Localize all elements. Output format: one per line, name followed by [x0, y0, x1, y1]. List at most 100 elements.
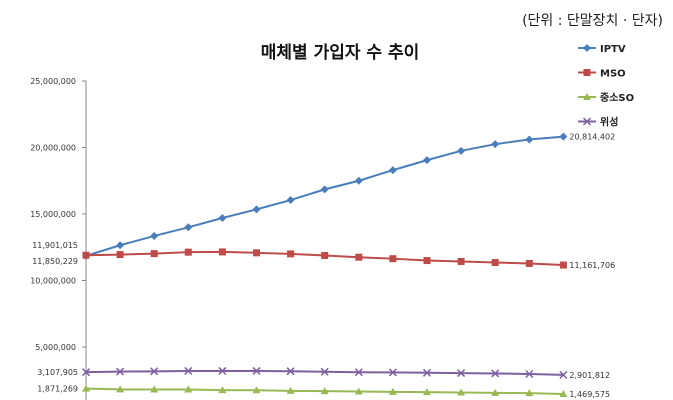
data-point-stroke	[422, 368, 432, 377]
legend-marker	[583, 93, 591, 100]
data-point	[218, 248, 226, 256]
data-point	[150, 367, 159, 376]
data-point	[423, 156, 431, 165]
data-point	[559, 389, 568, 397]
data-point	[354, 387, 363, 395]
y-tick-label: 20,000,000	[30, 144, 76, 153]
data-point	[218, 366, 227, 375]
data-point	[321, 251, 329, 259]
data-point-stroke	[320, 367, 329, 376]
y-tick-label: 15,000,000	[30, 210, 76, 219]
data-point-stroke	[559, 370, 568, 379]
data-point	[150, 385, 159, 393]
data-point	[320, 367, 329, 376]
data-point	[82, 251, 90, 259]
legend-label: IPTV	[600, 44, 626, 55]
data-point	[559, 370, 568, 379]
data-label: 1,871,269	[37, 385, 78, 394]
legend-item-1: MSO	[578, 69, 626, 80]
chart-title: 매체별 가입자 수 추이	[261, 43, 420, 63]
data-point	[150, 231, 159, 240]
data-point	[491, 369, 500, 378]
data-point	[457, 146, 466, 155]
y-tick-label: 10,000,000	[30, 277, 76, 286]
data-point-stroke	[354, 368, 363, 377]
data-point	[320, 387, 329, 395]
data-point	[252, 205, 261, 214]
data-point	[355, 253, 363, 261]
data-point	[184, 248, 192, 256]
data-point	[525, 389, 534, 397]
data-point	[388, 387, 397, 395]
data-point	[218, 213, 227, 222]
data-point	[116, 385, 125, 393]
y-tick-label: 25,000,000	[30, 77, 76, 86]
data-point	[388, 368, 397, 377]
data-point-stroke	[388, 368, 397, 377]
data-point	[525, 369, 534, 379]
data-point	[286, 367, 295, 376]
data-point	[116, 241, 125, 250]
data-point	[354, 368, 363, 377]
legend-item-0: IPTV	[578, 44, 626, 55]
data-point	[525, 135, 534, 144]
y-tick-label: 5,000,000	[35, 343, 76, 352]
data-point-stroke	[252, 366, 261, 375]
data-point	[253, 249, 260, 257]
data-point	[252, 366, 261, 375]
legend-marker	[583, 44, 591, 52]
data-point-stroke	[218, 366, 227, 375]
legend-item-2: 중소SO	[578, 92, 634, 104]
data-label: 2,901,812	[569, 371, 610, 380]
data-point	[559, 132, 568, 141]
data-point-stroke	[457, 369, 466, 378]
data-point	[525, 259, 533, 267]
data-point	[287, 250, 295, 258]
data-point	[184, 385, 193, 393]
series-layer: 11,850,229 20,814,402 11,901,015 11,161,706…	[32, 132, 615, 399]
legend-marker	[583, 69, 591, 76]
series-line-0	[85, 135, 564, 257]
legend: IPTV MSO 중소SO 위성	[578, 44, 634, 129]
data-point-stroke	[184, 366, 193, 375]
data-point	[389, 255, 397, 263]
data-point	[422, 368, 432, 377]
data-point	[457, 369, 466, 378]
unit-note: (단위 : 단말장치 · 단자)	[522, 13, 663, 29]
legend-item-3: 위성	[578, 116, 618, 129]
data-point	[457, 388, 466, 396]
data-point	[559, 261, 567, 269]
data-point	[184, 366, 193, 375]
data-point	[218, 386, 227, 394]
legend-label: 위성	[600, 116, 618, 129]
axes: 25,000,000 20,000,000 15,000,000 10,000,000…	[30, 77, 87, 400]
legend-label: 중소SO	[600, 92, 634, 104]
data-point	[491, 140, 500, 149]
data-point-stroke	[81, 368, 91, 377]
data-point	[81, 368, 91, 377]
data-point	[252, 386, 261, 394]
data-label: 20,814,402	[569, 133, 615, 142]
data-point	[423, 388, 431, 396]
data-point	[320, 185, 329, 194]
data-point	[82, 384, 90, 392]
data-point	[491, 259, 499, 267]
data-point	[388, 166, 397, 175]
data-point	[286, 386, 295, 394]
data-label: 1,469,575	[569, 390, 610, 399]
data-label: 3,107,905	[37, 368, 78, 377]
data-point	[423, 257, 431, 265]
data-point	[116, 367, 125, 376]
data-label: 11,161,706	[569, 261, 615, 270]
data-label: 11,901,015	[32, 241, 78, 250]
data-label: 11,850,229	[32, 257, 78, 266]
data-point-stroke	[150, 367, 159, 376]
legend-label: MSO	[600, 69, 626, 80]
data-point	[286, 196, 295, 205]
data-point-stroke	[525, 369, 534, 379]
data-point	[457, 257, 465, 265]
data-point	[184, 223, 193, 232]
data-point-stroke	[116, 367, 125, 376]
data-point	[150, 250, 158, 258]
